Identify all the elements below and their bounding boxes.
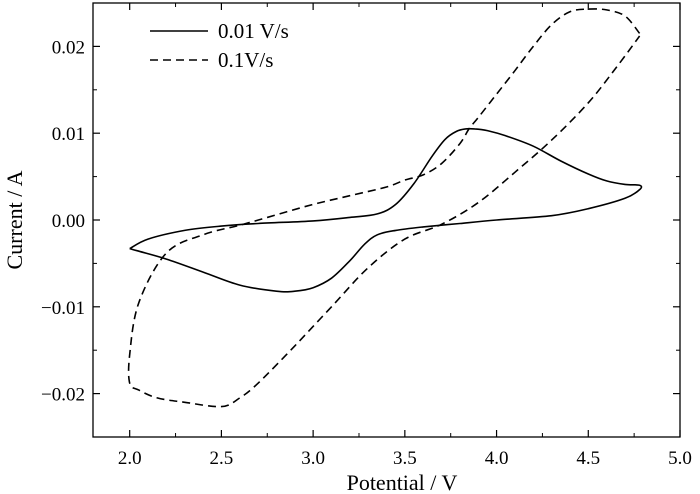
y-tick-label: −0.02 [41, 385, 85, 406]
x-tick-label: 3.0 [301, 448, 325, 469]
x-tick-label: 4.5 [576, 448, 600, 469]
y-tick-label: −0.01 [41, 298, 85, 319]
plot-frame [92, 2, 681, 438]
series-layer [127, 8, 643, 408]
series-1-line [129, 127, 643, 293]
x-tick-label: 2.0 [118, 448, 142, 469]
y-axis-label: Current / A [2, 170, 27, 269]
legend-label-series-1: 0.01 V/s [218, 19, 289, 43]
axis-tick-labels: 2.0 2.5 3.0 3.5 4.0 4.5 5.0 0.02 0.01 0.00 −0.01 −0… [41, 37, 692, 469]
legend-label-series-2: 0.1V/s [218, 48, 273, 72]
y-tick-label: 0.01 [52, 124, 85, 145]
x-tick-label: 5.0 [668, 448, 692, 469]
y-tick-label: 0.02 [52, 37, 85, 58]
x-tick-label: 2.5 [210, 448, 234, 469]
series-2-line [127, 8, 641, 408]
x-axis-label: Potential / V [347, 470, 458, 494]
y-tick-label: 0.00 [52, 211, 85, 232]
axis-ticks [93, 2, 681, 438]
legend: 0.01 V/s 0.1V/s [150, 19, 289, 72]
x-tick-label: 3.5 [393, 448, 417, 469]
x-tick-label: 4.0 [485, 448, 509, 469]
